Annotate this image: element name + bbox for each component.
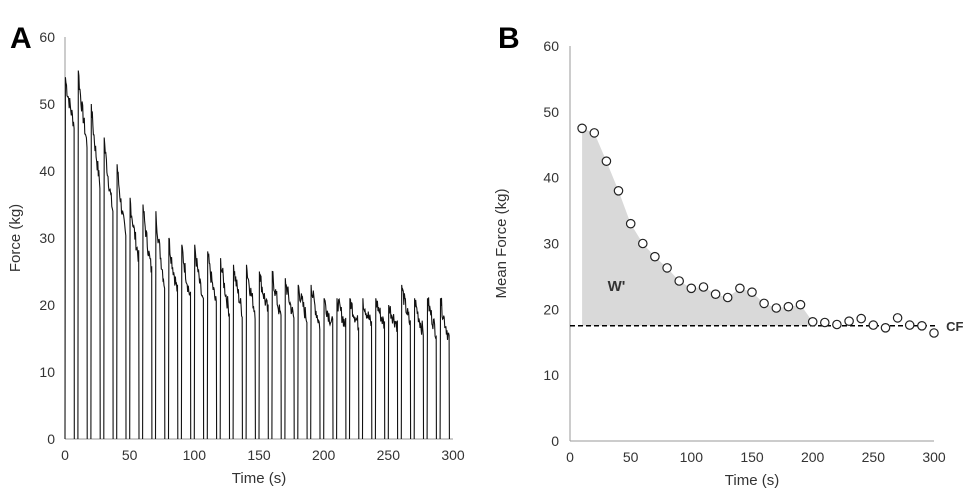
x-tick-label: 150 — [247, 447, 271, 463]
data-point — [807, 316, 818, 327]
x-tick-label: 200 — [312, 447, 336, 463]
data-point — [759, 298, 769, 309]
data-point — [880, 322, 891, 333]
data-point — [735, 283, 745, 294]
y-tick-label: 50 — [39, 96, 55, 112]
contraction-trace — [154, 211, 166, 440]
contraction-trace — [426, 297, 437, 440]
contraction-trace — [413, 298, 425, 440]
contraction-trace — [310, 284, 321, 440]
data-point — [819, 317, 830, 328]
chart-a-force-trace: 0 10 20 30 40 50 60 0 50 100 150 200 250 300 Time (s) F… — [7, 29, 465, 487]
contraction-trace — [245, 264, 256, 440]
y-axis-title: Force (kg) — [7, 204, 24, 272]
data-point — [589, 128, 600, 138]
contraction-trace — [142, 204, 153, 440]
data-point — [929, 328, 939, 338]
data-point — [917, 320, 927, 331]
contraction-trace — [206, 251, 218, 440]
contraction-trace — [180, 244, 192, 440]
y-tick-label: 40 — [39, 163, 55, 179]
data-point — [892, 313, 903, 323]
contraction-trace — [387, 304, 399, 440]
contraction-trace — [77, 70, 88, 440]
x-axis-title: Time (s) — [232, 470, 286, 487]
data-point — [710, 289, 721, 299]
contraction-trace — [219, 258, 231, 440]
contraction-trace — [323, 298, 334, 440]
x-tick-label: 0 — [566, 449, 574, 465]
y-tick-label: 20 — [543, 301, 559, 317]
data-point — [868, 320, 879, 330]
x-tick-label: 300 — [441, 447, 465, 463]
x-axis-title: Time (s) — [725, 472, 779, 489]
x-tick-label: 50 — [623, 449, 639, 465]
y-tick-label: 10 — [39, 364, 55, 380]
data-point — [650, 251, 660, 262]
data-point — [577, 123, 587, 134]
contraction-trace — [116, 164, 127, 440]
x-tick-label: 300 — [922, 449, 946, 465]
panel-label-a: A — [10, 22, 32, 55]
x-tick-label: 100 — [680, 449, 704, 465]
y-tick-label: 60 — [543, 38, 559, 54]
y-tick-label: 10 — [543, 367, 559, 383]
data-point — [771, 303, 782, 313]
data-point — [698, 282, 709, 292]
contraction-trace — [361, 298, 373, 440]
contraction-trace — [374, 298, 386, 440]
x-tick-label: 0 — [61, 447, 69, 463]
contraction-trace — [297, 284, 308, 440]
data-point — [722, 292, 733, 303]
y-tick-label: 20 — [39, 297, 55, 313]
data-point — [625, 218, 636, 229]
contraction-trace — [103, 137, 114, 440]
contraction-trace — [193, 244, 205, 440]
chart-b-mean-force: 0 10 20 30 40 50 60 0 50 100 150 200 250 300 Time (s) M… — [493, 38, 964, 489]
data-point — [686, 283, 697, 294]
x-tick-label: 200 — [801, 449, 825, 465]
y-tick-label: 50 — [543, 104, 559, 120]
y-tick-label: 0 — [47, 431, 55, 447]
y-tick-label: 30 — [543, 236, 559, 252]
data-point — [844, 316, 854, 326]
contraction-trace — [129, 197, 140, 440]
contraction-trace — [284, 278, 295, 440]
data-point — [832, 319, 842, 330]
y-tick-label: 30 — [39, 230, 55, 246]
y-tick-label: 0 — [551, 433, 559, 449]
contraction-trace — [336, 298, 347, 440]
x-tick-label: 250 — [377, 447, 401, 463]
data-point — [856, 313, 866, 324]
data-point — [662, 263, 672, 273]
data-point — [674, 276, 684, 286]
w-prime-label: W' — [608, 278, 626, 295]
x-tick-label: 50 — [122, 447, 138, 463]
data-point — [601, 156, 612, 166]
contraction-trace — [232, 264, 243, 440]
data-point — [904, 320, 915, 330]
data-point — [613, 186, 624, 196]
contraction-trace — [348, 298, 360, 440]
contraction-trace — [167, 237, 179, 440]
x-tick-label: 250 — [862, 449, 886, 465]
data-point — [638, 238, 648, 249]
data-point — [747, 287, 757, 297]
contraction-trace — [400, 284, 412, 440]
y-tick-label: 60 — [39, 29, 55, 45]
x-tick-label: 100 — [183, 447, 207, 463]
y-axis-title: Mean Force (kg) — [493, 188, 510, 298]
data-point — [795, 299, 806, 310]
x-tick-label: 150 — [740, 449, 764, 465]
data-point — [783, 301, 794, 312]
contraction-trace — [258, 271, 269, 440]
contraction-trace — [90, 103, 101, 440]
panel-label-b: B — [498, 22, 520, 55]
critical-force-label: CF — [946, 319, 963, 334]
contraction-trace — [439, 297, 450, 440]
y-tick-label: 40 — [543, 170, 559, 186]
w-prime-area — [582, 128, 813, 326]
contraction-trace — [271, 270, 282, 440]
contraction-trace — [64, 77, 75, 440]
